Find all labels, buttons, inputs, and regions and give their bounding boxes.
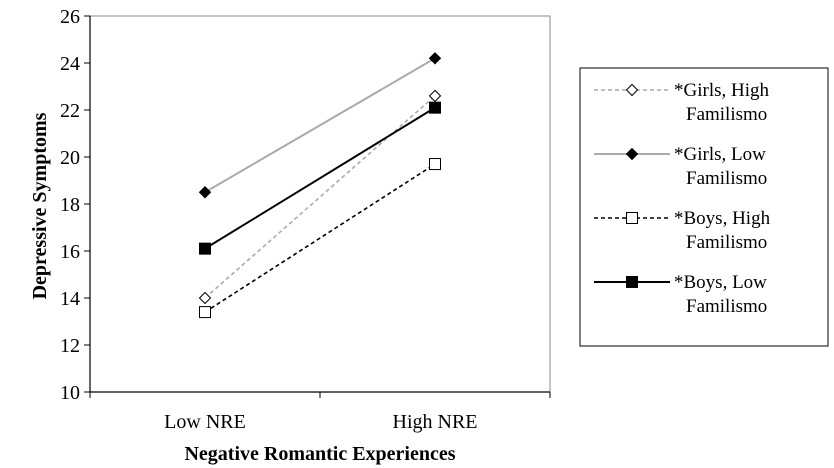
data-point (199, 242, 211, 255)
data-point (428, 52, 442, 65)
legend-label: Familismo (686, 104, 767, 125)
series-line (204, 163, 436, 313)
series-3 (199, 158, 441, 319)
legend-box (579, 67, 829, 347)
legend-label: Familismo (686, 296, 767, 317)
series-4 (199, 101, 441, 255)
y-tick-label: 22 (60, 100, 80, 122)
series-line (204, 106, 436, 250)
y-tick-label: 14 (60, 288, 80, 310)
series-2 (198, 52, 442, 199)
data-point (199, 306, 211, 319)
series-line (204, 95, 436, 299)
x-axis-title: Negative Romantic Experiences (184, 443, 455, 465)
data-point (429, 158, 441, 171)
y-tick-label: 24 (60, 53, 80, 75)
y-axis-title: Depressive Symptoms (29, 112, 51, 299)
legend-label: *Boys, Low (674, 272, 767, 293)
data-point (429, 101, 441, 114)
y-tick-label: 26 (60, 6, 80, 28)
legend-label: *Girls, High (674, 80, 770, 101)
legend-label: *Boys, High (674, 208, 771, 229)
legend-label: *Girls, Low (674, 144, 766, 165)
series-line (204, 57, 436, 194)
legend-swatch-marker (625, 83, 639, 97)
legend-label: Familismo (686, 232, 767, 253)
legend-swatch-marker (626, 212, 638, 224)
y-tick-label: 16 (60, 241, 80, 263)
axes: Depressive Symptoms Negative Romantic Ex… (29, 6, 551, 465)
data-point (198, 291, 212, 305)
y-tick-label: 10 (60, 382, 80, 404)
x-tick-label: High NRE (393, 411, 478, 433)
data-point (428, 89, 442, 103)
y-tick-label: 20 (60, 147, 80, 169)
data-point (198, 186, 212, 199)
y-tick-label: 12 (60, 335, 80, 357)
legend: *Girls, High Familismo *Girls, Low Familism… (579, 67, 829, 347)
legend-label: Familismo (686, 168, 767, 189)
legend-swatch-marker (626, 276, 638, 288)
series-layer (198, 52, 442, 319)
x-tick-label: Low NRE (164, 411, 246, 433)
plot-area (89, 15, 551, 393)
series-1 (198, 89, 442, 305)
y-tick-label: 18 (60, 194, 80, 216)
legend-swatch-marker (625, 147, 639, 161)
